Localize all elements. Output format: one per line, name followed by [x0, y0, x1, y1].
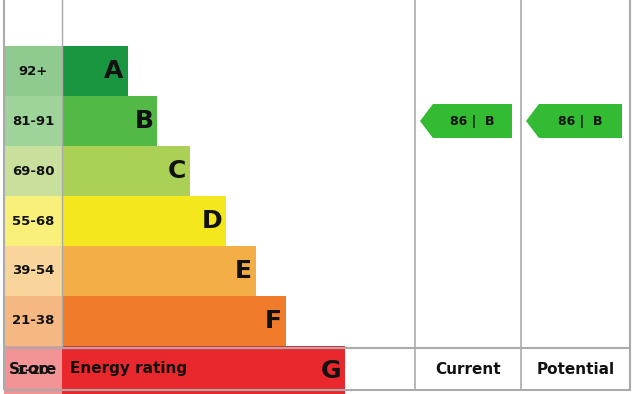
Text: 1-20: 1-20 [16, 364, 49, 377]
Text: Potential: Potential [537, 362, 615, 377]
Bar [62, 146, 190, 196]
Bar [62, 196, 226, 246]
Text: D: D [201, 209, 222, 233]
Text: Current: Current [435, 362, 501, 377]
Bar [4, 146, 62, 196]
Text: 39-54: 39-54 [12, 264, 54, 277]
Bar [4, 346, 62, 394]
Text: 21-38: 21-38 [12, 314, 54, 327]
Text: E: E [235, 259, 252, 283]
Bar [4, 296, 62, 346]
Text: B: B [134, 109, 153, 133]
Text: 92+: 92+ [18, 65, 48, 78]
Text: 86 |  B: 86 | B [450, 115, 495, 128]
Text: G: G [320, 359, 341, 383]
Bar [4, 196, 62, 246]
Text: 86 |  B: 86 | B [558, 115, 603, 128]
Bar [4, 96, 62, 146]
Text: 55-68: 55-68 [12, 214, 54, 227]
Polygon shape [420, 104, 512, 138]
Text: Energy rating: Energy rating [70, 362, 187, 377]
Bar [4, 46, 62, 96]
Text: A: A [104, 59, 124, 83]
Text: C: C [168, 159, 186, 183]
Bar [62, 246, 256, 296]
Bar [4, 246, 62, 296]
Text: F: F [264, 309, 281, 333]
Bar [62, 46, 127, 96]
Text: Score: Score [9, 362, 57, 377]
Bar [62, 96, 157, 146]
Bar [62, 346, 345, 394]
Text: 69-80: 69-80 [12, 165, 55, 178]
Polygon shape [526, 104, 622, 138]
Text: 81-91: 81-91 [12, 115, 54, 128]
Bar [62, 296, 285, 346]
